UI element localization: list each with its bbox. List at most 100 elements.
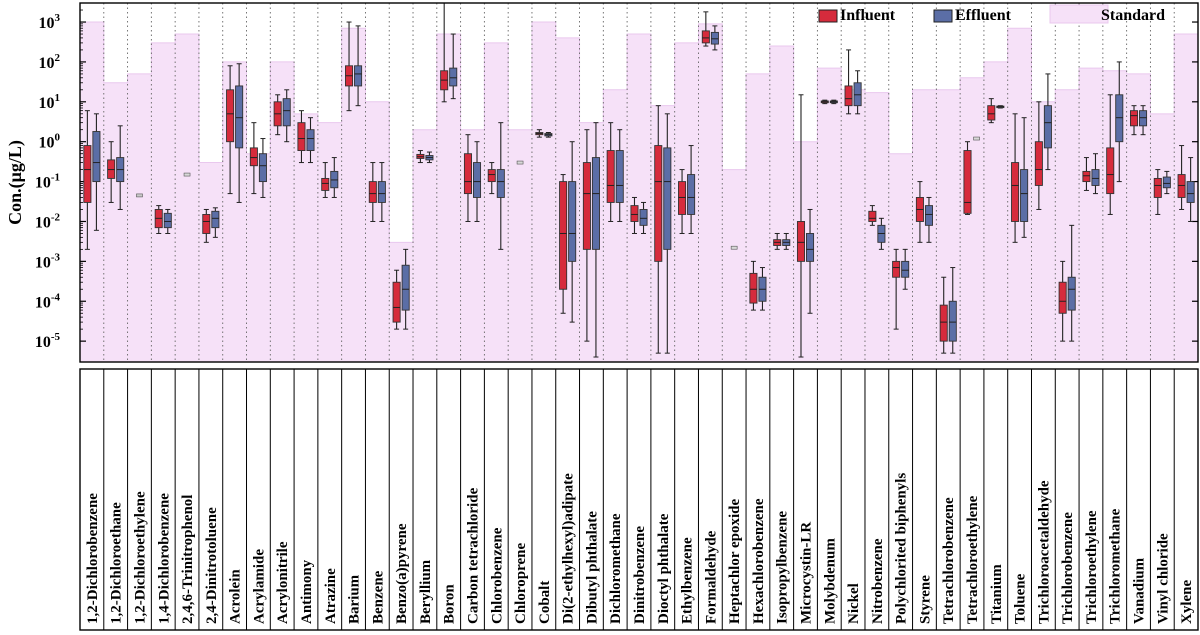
effluent-iqr-rect bbox=[1020, 169, 1029, 222]
influent-box bbox=[321, 162, 330, 198]
effluent-box bbox=[1115, 61, 1124, 183]
effluent-box bbox=[496, 122, 505, 250]
influent-iqr-rect bbox=[606, 150, 615, 203]
x-tick-label: Vanadium bbox=[1132, 557, 1148, 624]
effluent-iqr-rect bbox=[639, 209, 648, 226]
influent-box bbox=[939, 276, 948, 354]
influent-box bbox=[297, 110, 306, 164]
influent-box bbox=[368, 162, 377, 222]
y-tick-label: 103 bbox=[39, 12, 61, 32]
x-tick-label: Dinitrobenzene bbox=[632, 526, 648, 624]
effluent-iqr-rect bbox=[591, 157, 600, 250]
x-tick-label: 1,2-Dichloroethylene bbox=[132, 491, 148, 624]
effluent-iqr-rect bbox=[853, 82, 862, 107]
influent-iqr-rect bbox=[1129, 110, 1139, 127]
legend-swatch-influent bbox=[818, 9, 838, 23]
influent-iqr-rect bbox=[796, 221, 806, 262]
effluent-box bbox=[401, 248, 410, 330]
x-tick-label: Microcystin-LR bbox=[799, 522, 815, 624]
effluent-iqr-rect bbox=[1091, 169, 1100, 186]
influent-box bbox=[1011, 113, 1020, 243]
effluent-single-point bbox=[183, 172, 191, 177]
influent-box bbox=[1177, 145, 1186, 210]
legend-label-standard: Standard bbox=[1101, 7, 1165, 24]
effluent-iqr-rect bbox=[258, 153, 267, 183]
influent-box bbox=[559, 174, 568, 314]
effluent-iqr-rect bbox=[568, 181, 577, 262]
x-tick-label: 1,2-Dichloroethane bbox=[109, 502, 125, 624]
legend-label-effluent: Effluent bbox=[955, 7, 1012, 24]
effluent-iqr-rect bbox=[496, 169, 505, 198]
effluent-box bbox=[877, 217, 886, 250]
x-tick-label: Cobalt bbox=[537, 581, 553, 624]
influent-box bbox=[892, 248, 901, 330]
influent-box bbox=[749, 260, 758, 311]
x-tick-label: Boron bbox=[442, 584, 458, 624]
influent-box bbox=[654, 105, 663, 354]
effluent-box bbox=[591, 122, 600, 358]
influent-iqr-rect bbox=[1034, 141, 1043, 186]
influent-box bbox=[1106, 94, 1115, 215]
influent-box bbox=[606, 122, 615, 222]
x-tick-label: Xylene bbox=[1179, 580, 1195, 625]
influent-iqr-rect bbox=[1058, 281, 1067, 314]
influent-box bbox=[963, 141, 972, 215]
x-tick-label: 2,4,6-Trinitrophenol bbox=[180, 495, 196, 624]
influent-iqr-rect bbox=[392, 281, 401, 323]
effluent-box bbox=[282, 89, 291, 143]
x-tick-label: Benzo(a)pyrene bbox=[394, 523, 410, 624]
influent-box bbox=[773, 232, 782, 250]
effluent-box bbox=[163, 208, 172, 234]
effluent-iqr-rect bbox=[1186, 181, 1195, 203]
effluent-box bbox=[92, 113, 101, 231]
x-label-table bbox=[79, 368, 1199, 631]
influent-box bbox=[1082, 157, 1091, 191]
influent-box bbox=[796, 94, 806, 358]
x-tick-label: Trichloromethane bbox=[1108, 508, 1124, 624]
x-tick-label: Polychlorited biphenyls bbox=[894, 473, 910, 624]
effluent-iqr-rect bbox=[663, 147, 672, 250]
influent-iqr-rect bbox=[559, 181, 568, 290]
effluent-iqr-rect bbox=[449, 67, 458, 87]
y-tick-label: 10-2 bbox=[35, 211, 61, 231]
influent-iqr-rect bbox=[963, 150, 972, 214]
x-tick-label: Trichlorobenzene bbox=[1060, 512, 1076, 624]
influent-iqr-rect bbox=[321, 177, 330, 191]
influent-box bbox=[987, 98, 996, 124]
influent-iqr-rect bbox=[844, 85, 853, 107]
x-tick-label: Beryllium bbox=[418, 559, 434, 624]
y-tick-label: 10-3 bbox=[35, 251, 61, 271]
effluent-box bbox=[663, 113, 672, 354]
effluent-iqr-rect bbox=[1067, 276, 1076, 311]
effluent-iqr-rect bbox=[1139, 110, 1148, 127]
effluent-box bbox=[1020, 117, 1029, 238]
influent-box bbox=[1153, 169, 1162, 215]
effluent-box bbox=[1186, 157, 1195, 222]
influent-box bbox=[154, 205, 163, 234]
effluent-iqr-rect bbox=[235, 85, 244, 149]
x-tick-label: Acrolein bbox=[228, 569, 244, 624]
influent-iqr-rect bbox=[1082, 170, 1091, 183]
effluent-box bbox=[758, 267, 767, 311]
influent-box bbox=[915, 181, 924, 243]
effluent-box bbox=[1067, 224, 1076, 342]
influent-box bbox=[202, 208, 211, 243]
effluent-box bbox=[116, 125, 125, 210]
plot-frame bbox=[79, 2, 1199, 363]
effluent-box bbox=[710, 25, 719, 51]
x-tick-label: Nickel bbox=[846, 583, 862, 624]
x-tick-label: Acrylonitrile bbox=[275, 541, 291, 624]
influent-box bbox=[392, 269, 401, 330]
x-tick-label: Dibutyl phthalate bbox=[584, 511, 600, 624]
y-axis-label: Con.(μg/L) bbox=[5, 140, 26, 225]
effluent-iqr-rect bbox=[901, 260, 910, 278]
effluent-box bbox=[901, 248, 910, 290]
effluent-box bbox=[853, 70, 862, 115]
effluent-box bbox=[377, 162, 386, 222]
x-tick-label: Dichloromethane bbox=[608, 513, 624, 624]
effluent-iqr-rect bbox=[948, 300, 957, 342]
x-tick-label: Chlorobenzene bbox=[489, 527, 505, 624]
y-tick-label: 100 bbox=[39, 132, 61, 152]
effluent-box bbox=[568, 141, 577, 323]
effluent-single-point bbox=[973, 136, 980, 141]
